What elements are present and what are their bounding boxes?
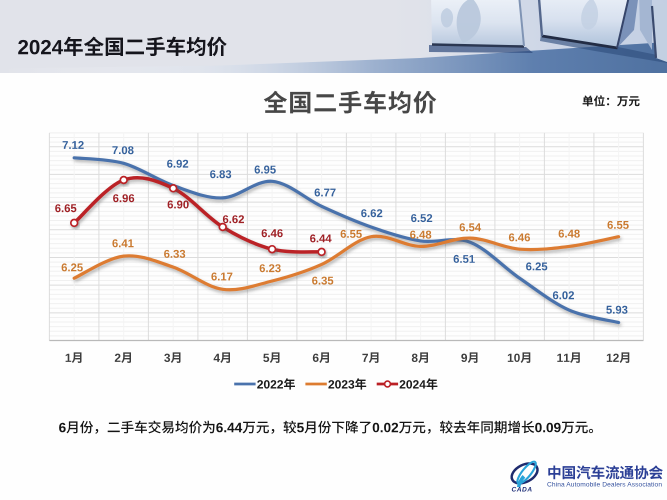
svg-text:China Automobile Dealers Assoc: China Automobile Dealers Association [547, 482, 662, 489]
